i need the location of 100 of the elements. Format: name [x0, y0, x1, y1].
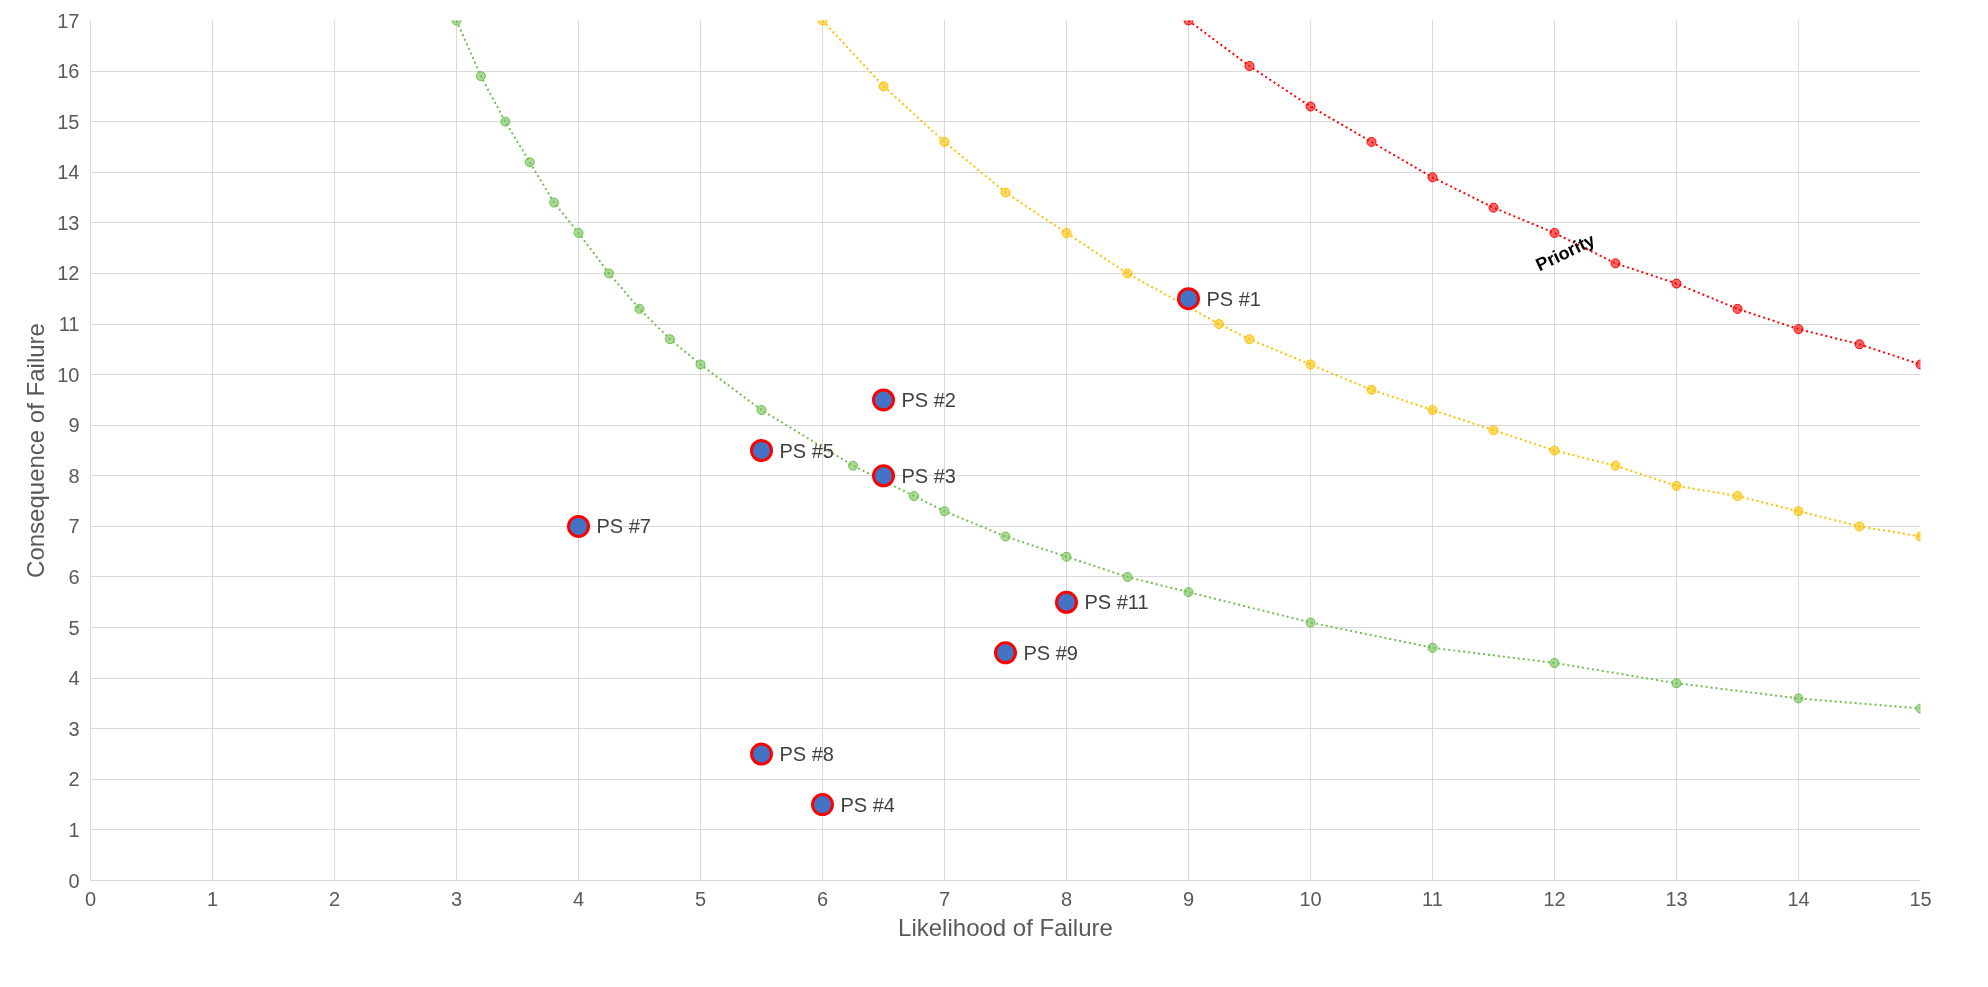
y-tick-label: 0 — [68, 869, 80, 892]
point — [634, 303, 645, 314]
annotation: PS #2 — [901, 388, 956, 411]
annotation: PS #11 — [1084, 591, 1149, 614]
y-tick-label: 8 — [68, 464, 80, 487]
point — [1061, 227, 1072, 238]
y-tick-label: 6 — [68, 565, 80, 588]
x-tick-label: 13 — [1665, 887, 1688, 910]
x-tick-label: 5 — [694, 887, 707, 910]
point — [1122, 268, 1133, 279]
y-tick-label: 4 — [68, 667, 80, 690]
point — [1244, 334, 1255, 345]
y-tick-label: 3 — [68, 717, 80, 740]
point — [1610, 460, 1621, 471]
x-tick-label: 6 — [816, 887, 829, 910]
point — [1305, 101, 1316, 112]
x-tick-label: 14 — [1787, 887, 1810, 910]
point — [750, 742, 773, 766]
x-tick-label: 8 — [1060, 887, 1073, 910]
y-tick-label: 9 — [68, 414, 80, 437]
point — [1488, 202, 1499, 213]
point — [1549, 445, 1560, 456]
y-tick-label: 11 — [58, 313, 80, 336]
annotation: PS #4 — [840, 793, 895, 816]
y-tick-label: 15 — [57, 110, 80, 133]
y-tick-label: 1 — [68, 818, 80, 841]
point — [1427, 405, 1438, 416]
annotation: PS #3 — [901, 464, 956, 487]
point — [878, 81, 889, 92]
point — [1549, 657, 1560, 668]
point — [1793, 324, 1804, 335]
point — [1854, 521, 1865, 532]
point — [1610, 258, 1621, 269]
y-tick-label: 10 — [57, 363, 80, 386]
point — [1244, 61, 1255, 72]
point — [1366, 136, 1377, 147]
x-tick-label: 2 — [328, 887, 341, 910]
x-tick-label: 4 — [572, 887, 585, 910]
point — [1055, 590, 1078, 614]
point — [1214, 319, 1224, 330]
point — [1427, 172, 1438, 183]
point — [1000, 531, 1011, 542]
point — [475, 71, 486, 82]
point — [939, 136, 950, 147]
point — [665, 334, 675, 345]
x-tick-label: 11 — [1422, 887, 1443, 910]
point — [604, 268, 614, 279]
point — [1671, 278, 1682, 289]
point — [1427, 642, 1438, 653]
point — [500, 116, 511, 127]
point — [567, 514, 590, 538]
point — [872, 388, 895, 412]
y-tick-label: 17 — [57, 9, 80, 32]
y-axis-title: Consequence of Failure — [22, 323, 50, 578]
x-tick-label: 0 — [84, 887, 97, 910]
x-tick-label: 3 — [450, 887, 463, 910]
point — [1061, 551, 1072, 562]
y-tick-label: 12 — [57, 262, 80, 285]
y-tick-label: 2 — [68, 768, 80, 791]
point — [1366, 384, 1377, 395]
point — [750, 439, 773, 462]
point — [1305, 617, 1316, 628]
annotation: PS #5 — [779, 439, 834, 462]
y-tick-label: 13 — [57, 211, 80, 234]
point — [848, 460, 858, 471]
point — [811, 793, 834, 817]
annotation: PS #9 — [1023, 641, 1078, 664]
point — [872, 464, 895, 488]
point — [1671, 678, 1682, 689]
x-tick-label: 12 — [1543, 887, 1566, 910]
annotation: PS #7 — [596, 515, 651, 538]
y-tick-label: 5 — [68, 616, 80, 639]
point — [939, 506, 950, 517]
point — [1305, 359, 1316, 370]
point — [1122, 571, 1133, 582]
point — [524, 157, 535, 168]
point — [1671, 480, 1682, 491]
point — [1732, 491, 1743, 502]
y-tick-label: 7 — [68, 515, 80, 538]
x-axis-title: Likelihood of Failure — [898, 913, 1113, 941]
annotation: PS #8 — [779, 743, 834, 766]
x-tick-label: 9 — [1182, 887, 1195, 910]
y-tick-label: 14 — [57, 161, 80, 184]
point — [756, 405, 767, 416]
point — [549, 197, 560, 208]
point — [1183, 587, 1194, 598]
point — [1854, 339, 1865, 350]
point — [1488, 425, 1499, 436]
y-tick-label: 16 — [57, 60, 80, 83]
annotation: PS #1 — [1206, 287, 1261, 310]
x-tick-label: 1 — [206, 887, 219, 910]
point — [695, 359, 706, 370]
point — [1732, 303, 1743, 314]
point — [1793, 693, 1804, 704]
point — [573, 227, 584, 238]
x-tick-label: 15 — [1909, 887, 1932, 910]
point — [994, 641, 1017, 665]
point — [1000, 187, 1011, 198]
point — [1793, 506, 1804, 517]
point — [1177, 287, 1200, 311]
